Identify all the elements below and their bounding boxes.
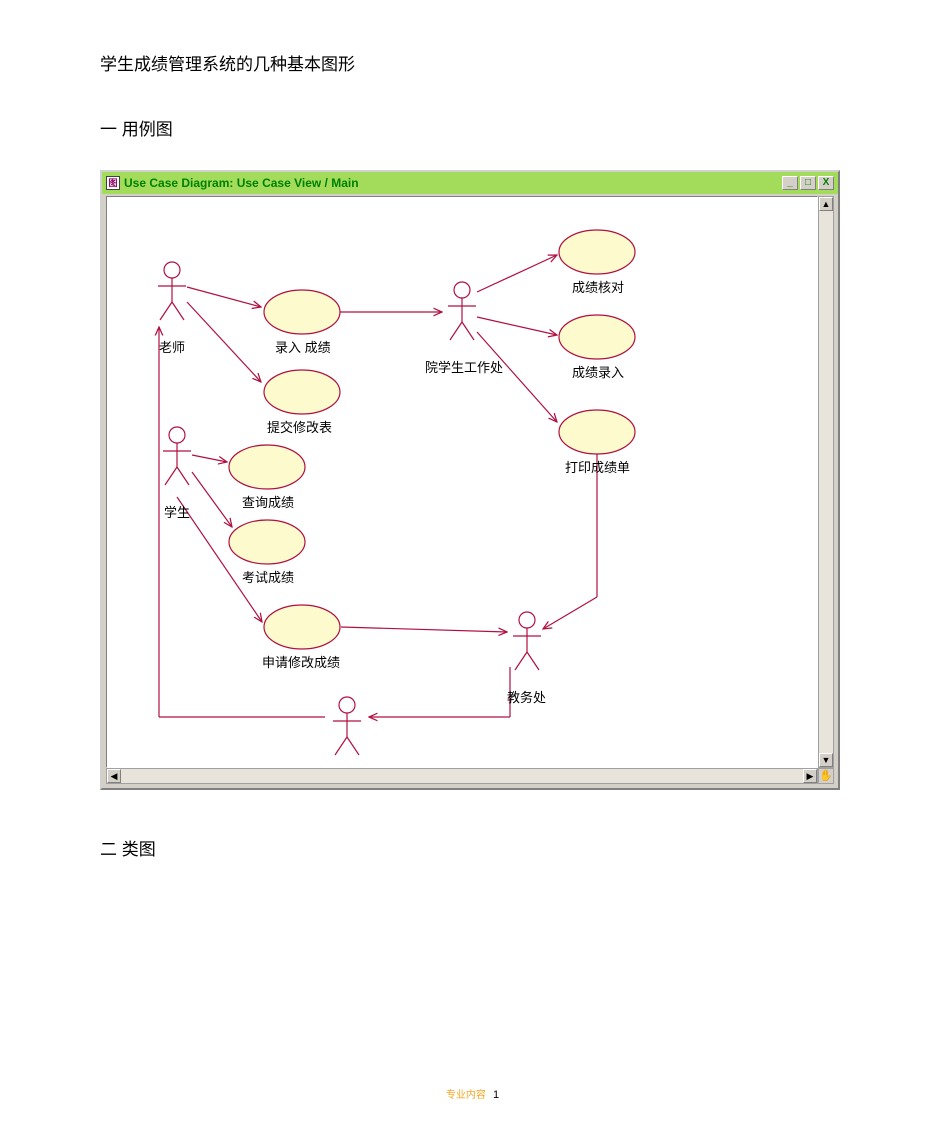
usecase-label-query: 查询成绩 [242, 495, 294, 510]
actor-dept[interactable] [448, 282, 476, 340]
usecase-label-submit: 提交修改表 [267, 420, 332, 435]
resize-grip-icon[interactable]: ✋ [818, 768, 834, 784]
usecase-label-print: 打印成绩单 [565, 460, 630, 475]
association-edge [477, 255, 557, 292]
usecase-verify[interactable] [559, 230, 635, 274]
association-edge [477, 317, 557, 335]
actor-label-dept: 院学生工作处 [425, 360, 503, 375]
usecase-label-enter2: 成绩录入 [572, 365, 624, 380]
association-edge [192, 455, 227, 462]
usecase-apply[interactable] [264, 605, 340, 649]
usecase-submit[interactable] [264, 370, 340, 414]
scroll-down-button[interactable]: ▼ [819, 753, 833, 767]
scroll-right-button[interactable]: ▶ [803, 769, 817, 783]
diagram-canvas[interactable]: 录入 成绩 成绩核对成绩录入提交修改表打印成绩单查询成绩考试成绩申请修改成绩 老师院… [106, 196, 818, 768]
document-title: 学生成绩管理系统的几种基本图形 [100, 50, 845, 75]
usecase-exam[interactable] [229, 520, 305, 564]
use-case-diagram: 录入 成绩 成绩核对成绩录入提交修改表打印成绩单查询成绩考试成绩申请修改成绩 老师院… [107, 197, 818, 768]
section-heading-1: 一 用例图 [100, 115, 845, 140]
actor-label-registrar: 教务处 [507, 690, 546, 705]
usecase-query[interactable] [229, 445, 305, 489]
page-footer: 专业内容 1 [0, 1086, 945, 1101]
association-edge [341, 627, 507, 632]
horizontal-scrollbar[interactable]: ◀ ▶ [106, 768, 818, 784]
actor-anon[interactable] [333, 697, 361, 755]
usecase-enter[interactable] [264, 290, 340, 334]
minimize-button[interactable]: _ [782, 176, 798, 190]
association-edge [192, 472, 232, 527]
footer-watermark: 专业内容 [446, 1090, 486, 1101]
scroll-up-button[interactable]: ▲ [819, 197, 833, 211]
association-edge [187, 287, 261, 307]
usecase-label-apply: 申请修改成绩 [262, 655, 340, 670]
window-title: Use Case Diagram: Use Case View / Main [124, 172, 359, 194]
actor-label-student: 学生 [164, 505, 190, 520]
diagram-window: 图 Use Case Diagram: Use Case View / Main… [100, 170, 840, 790]
usecase-label-enter: 录入 成绩 [275, 340, 331, 355]
close-button[interactable]: X [818, 176, 834, 190]
usecase-enter2[interactable] [559, 315, 635, 359]
association-edge [543, 597, 597, 629]
actor-student[interactable] [163, 427, 191, 485]
usecase-label-exam: 考试成绩 [242, 570, 294, 585]
window-titlebar[interactable]: 图 Use Case Diagram: Use Case View / Main… [102, 172, 838, 194]
window-icon: 图 [106, 176, 120, 190]
scroll-left-button[interactable]: ◀ [107, 769, 121, 783]
actor-label-teacher: 老师 [159, 340, 185, 355]
maximize-button[interactable]: □ [800, 176, 816, 190]
usecase-print[interactable] [559, 410, 635, 454]
actor-teacher[interactable] [158, 262, 186, 320]
section-heading-2: 二 类图 [100, 835, 845, 860]
association-edge [187, 302, 261, 382]
usecase-label-verify: 成绩核对 [572, 280, 624, 295]
vertical-scrollbar[interactable]: ▲ ▼ [818, 196, 834, 768]
actor-registrar[interactable] [513, 612, 541, 670]
footer-page-number: 1 [493, 1089, 499, 1101]
association-edge [477, 332, 557, 422]
